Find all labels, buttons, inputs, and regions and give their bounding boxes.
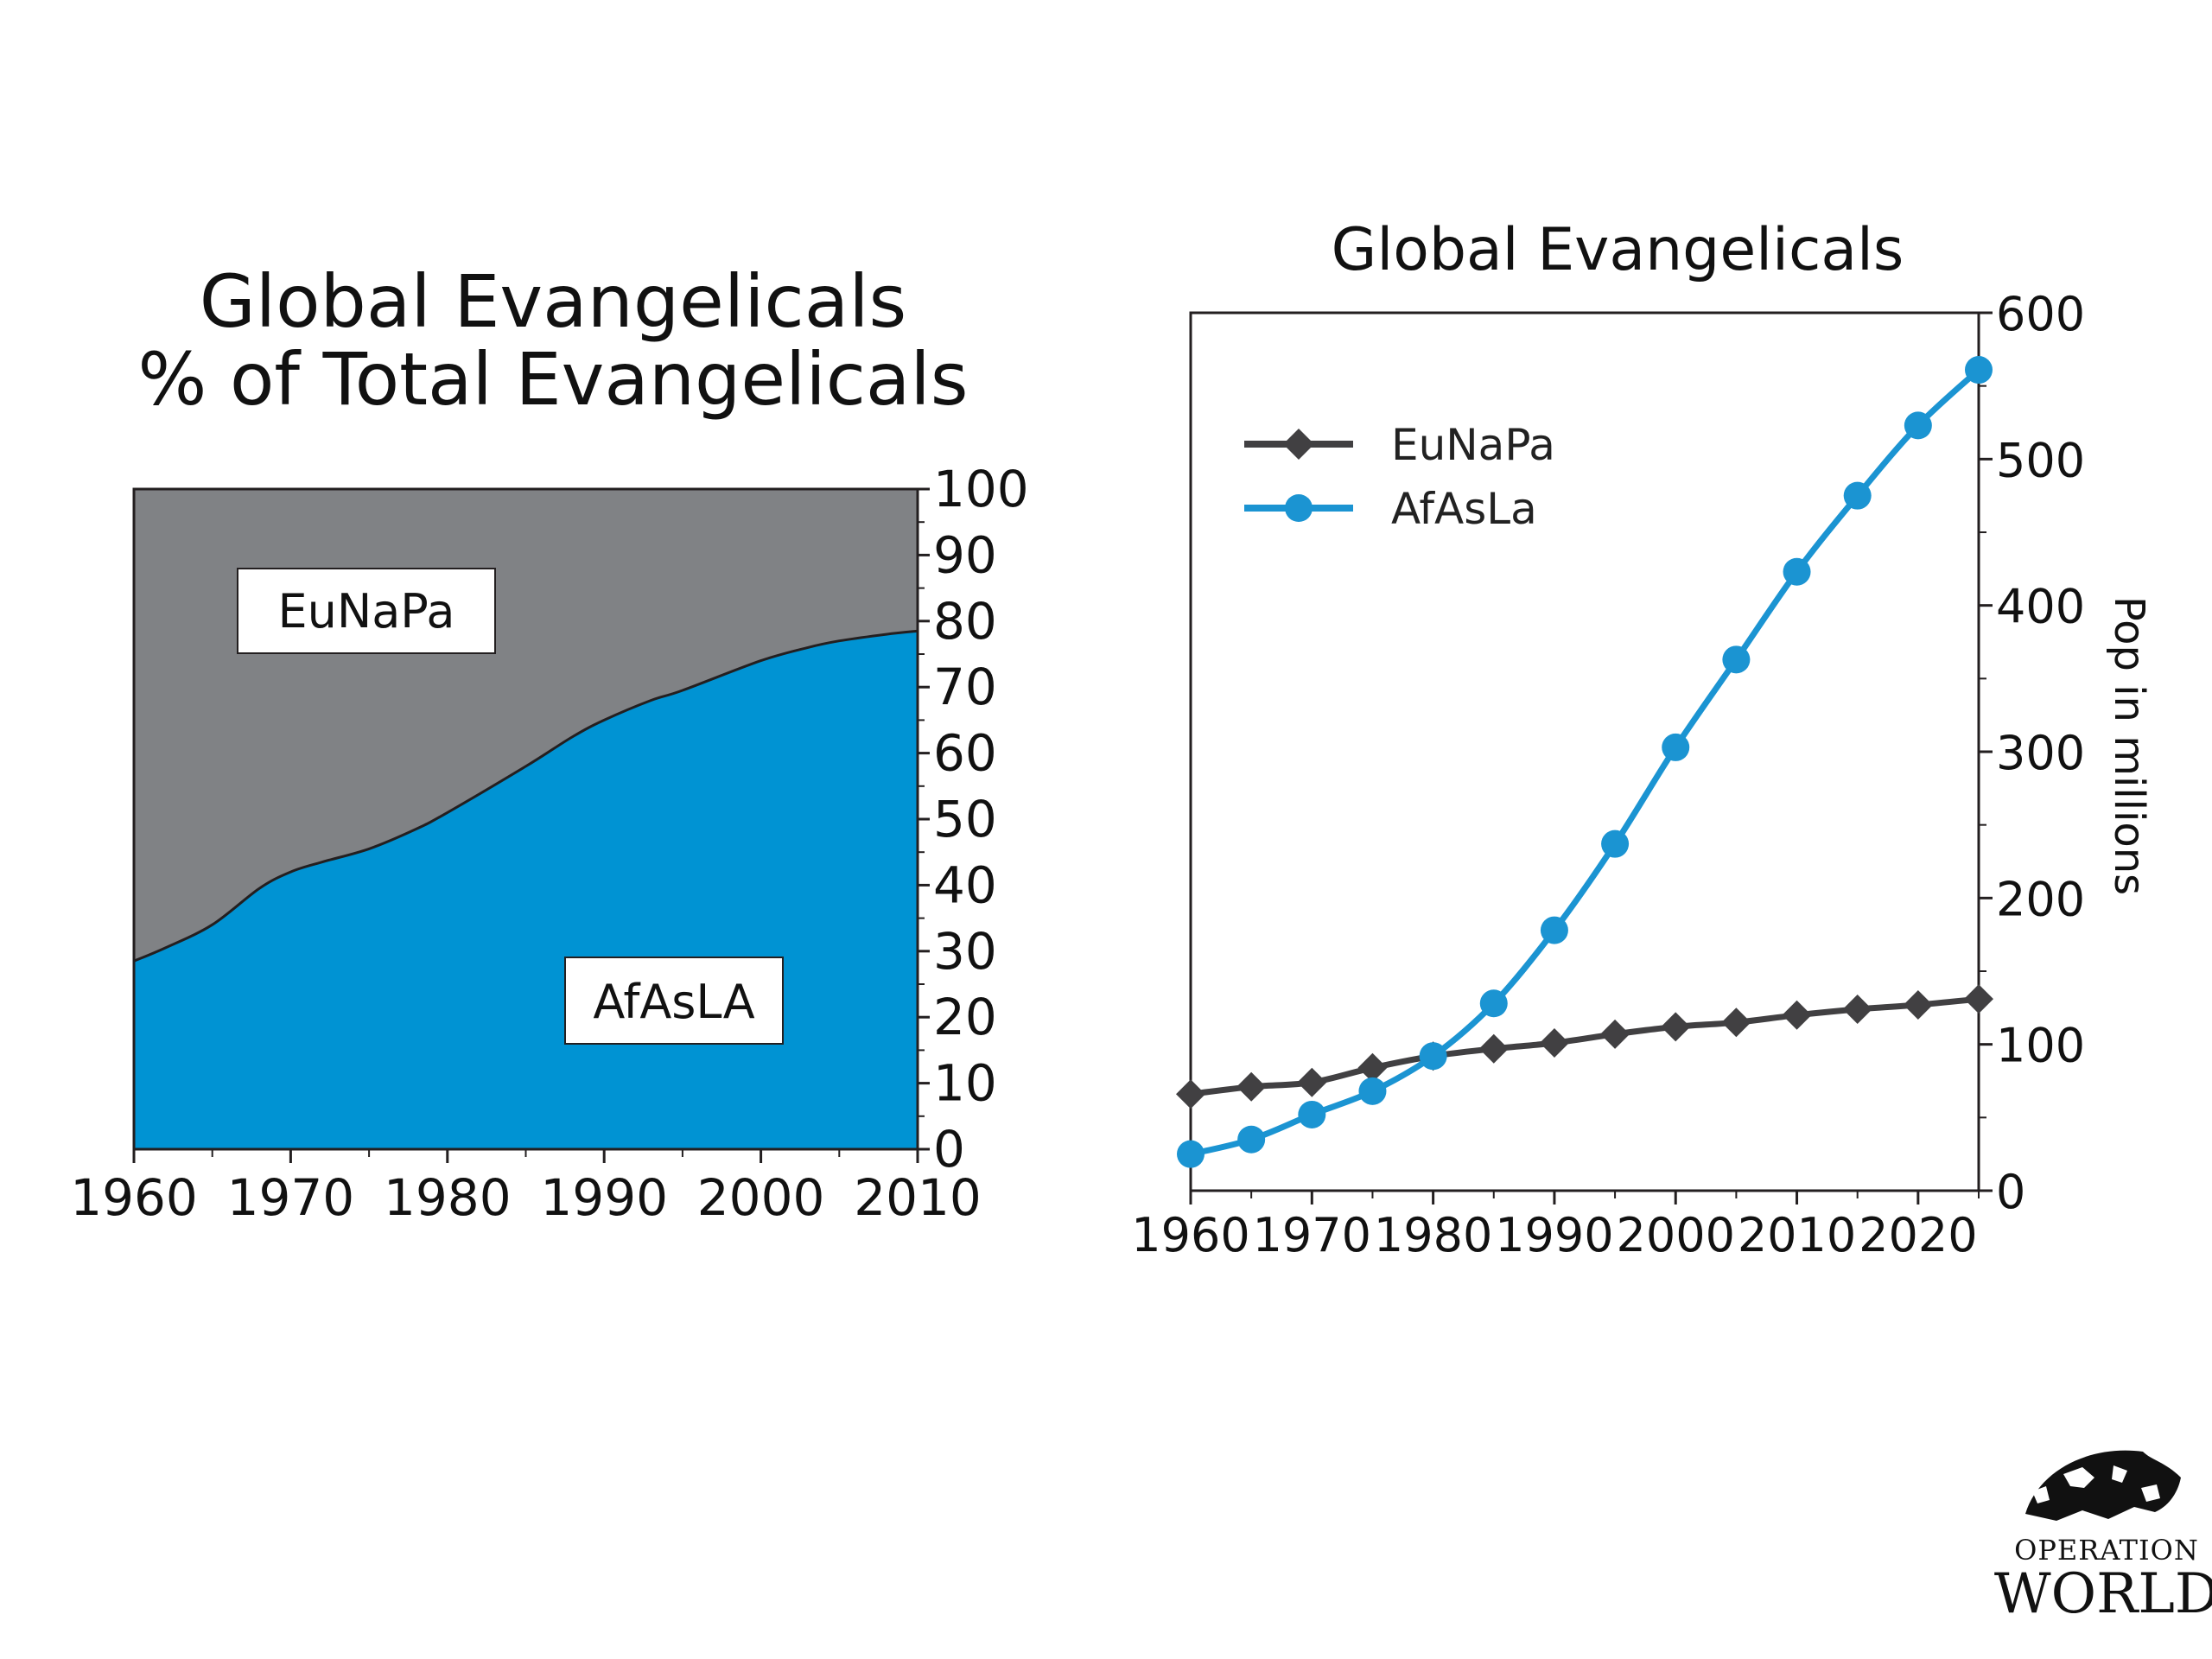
eunapa-point [1661,1012,1691,1042]
left-axes: 0 10 20 30 40 50 60 70 80 90 100 1960 1970 1980 1990 20… [70,460,1029,1227]
operation-world-logo: OPERATION WORLD [1994,1450,2212,1626]
right-y-axis-label: Pop in millions [2105,596,2153,895]
eunapa-point [1600,1019,1630,1049]
eunapa-label-box [237,568,496,654]
right-x-tick-label: 1970 [1253,1208,1371,1262]
logo-line2: WORLD [1994,1562,2212,1626]
left-y-tick-label: 70 [933,658,997,716]
legend-eunapa-label: EuNaPa [1391,420,1555,470]
legend-eunapa-diamond-icon [1283,429,1314,460]
right-y-tick-label: 300 [1996,726,2085,780]
left-x-tick-label: 1960 [70,1168,198,1227]
left-y-tick-label: 90 [933,525,997,584]
afasla-point [1965,356,1993,385]
afasla-point [1419,1042,1447,1071]
afasla-point [1662,733,1690,761]
right-x-tick-label: 2020 [1859,1208,1977,1262]
left-y-tick-label: 40 [933,855,997,914]
right-y-tick-label: 600 [1996,287,2085,341]
afasla-point [1904,411,1932,440]
right-y-tick-label: 400 [1996,580,2085,634]
globe-icon [2025,1450,2181,1521]
right-x-tick-label: 2000 [1617,1208,1735,1262]
afasla-point [1722,645,1751,674]
left-y-tick-label: 80 [933,592,997,651]
afasla-point [1298,1100,1326,1128]
legend-item-eunapa: EuNaPa [1244,420,1555,470]
legend-item-afasla: AfAsLa [1244,484,1537,534]
afasla-area-label: AfAsLA [564,957,784,1045]
eunapa-point [1357,1052,1388,1083]
eunapa-label-text: EuNaPa [277,584,454,639]
left-y-tick-label: 50 [933,790,997,849]
left-y-tick-label: 20 [933,988,997,1046]
right-y-tick-label: 0 [1996,1165,2025,1219]
left-x-tick-label: 1990 [540,1168,668,1227]
afasla-label-box [564,957,784,1045]
eunapa-point [1842,995,1872,1025]
afasla-label-text: AfAsLA [593,975,754,1029]
left-x-tick-label: 1980 [384,1168,512,1227]
eunapa-point [1478,1033,1509,1064]
eunapa-point [1964,984,1993,1014]
left-y-tick-label: 60 [933,724,997,783]
afasla-point [1358,1077,1387,1105]
right-x-tick-label: 1980 [1374,1208,1492,1262]
right-line-chart: Global Evangelicals 0 100 200 300 400 500 600 1… [1131,216,2153,1262]
afasla-point [1843,481,1872,510]
left-x-tick-label: 2000 [697,1168,825,1227]
afasla-point [1479,989,1508,1018]
right-y-tick-label: 500 [1996,433,2085,487]
left-y-tick-label: 0 [933,1120,965,1179]
eunapa-point [1903,989,1933,1020]
afasla-point [1540,916,1568,944]
right-x-tick-label: 2010 [1738,1208,1856,1262]
eunapa-point [1782,1000,1812,1030]
right-chart-title: Global Evangelicals [1332,216,1904,284]
left-area-chart: Global Evangelicals % of Total Evangelic… [70,259,1029,1227]
left-chart-title: Global Evangelicals [200,259,907,344]
eunapa-point [1539,1027,1569,1058]
eunapa-point [1176,1079,1205,1109]
right-y-tick-label: 100 [1996,1019,2085,1073]
logo-line1: OPERATION [2014,1534,2199,1567]
afasla-point [1601,830,1630,858]
right-plot-area [1176,356,1993,1168]
left-chart-subtitle: % of Total Evangelicals [138,337,969,422]
area-boundary-line [133,629,918,963]
right-x-tick-label: 1990 [1495,1208,1613,1262]
legend-afasla-circle-icon [1285,494,1313,522]
left-x-tick-label: 1970 [227,1168,355,1227]
left-y-tick-label: 30 [933,922,997,981]
afasla-point [1783,557,1811,586]
left-x-tick-label: 2010 [854,1168,982,1227]
eunapa-point [1236,1071,1267,1102]
eunapa-point [1297,1067,1327,1097]
right-y-tick-label: 200 [1996,872,2085,926]
left-y-tick-label: 100 [933,460,1029,518]
eunapa-area-label: EuNaPa [237,568,496,654]
right-x-tick-label: 1960 [1131,1208,1249,1262]
right-legend: EuNaPa AfAsLa [1244,420,1555,534]
eunapa-point [1721,1007,1751,1038]
legend-afasla-label: AfAsLa [1391,484,1537,534]
left-y-tick-label: 10 [933,1054,997,1113]
afasla-point [1177,1140,1205,1168]
afasla-point [1237,1125,1266,1154]
